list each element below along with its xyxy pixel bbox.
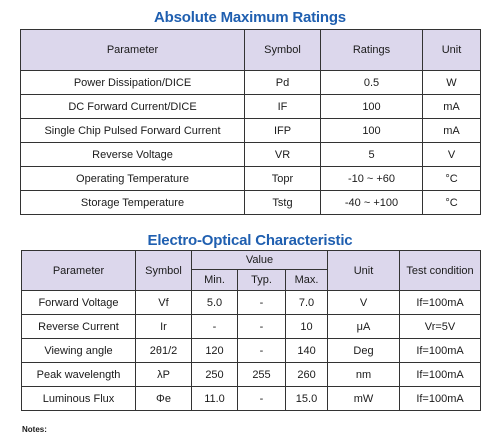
table-row: Viewing angle 2θ1/2 120 - 140 Deg If=100… [21, 338, 482, 363]
cell-ratings: -10 ~ +60 [320, 166, 423, 191]
cell-symbol: IF [244, 94, 321, 119]
header-parameter: Parameter [21, 250, 136, 291]
electro-optical-characteristic-table: Parameter Symbol Value Unit Test conditi… [21, 250, 482, 411]
table-row: Operating Temperature Topr -10 ~ +60 °C [20, 166, 481, 191]
cell-unit: Deg [327, 338, 401, 363]
header-value: Value [190, 250, 329, 270]
cell-symbol: Tstg [244, 190, 321, 215]
table-row: Power Dissipation/DICE Pd 0.5 W [20, 70, 481, 95]
cell-symbol: Pd [244, 70, 321, 95]
cell-ratings: -40 ~ +100 [320, 190, 423, 215]
cell-max: 7.0 [284, 290, 329, 315]
cell-test-condition: If=100mA [399, 338, 482, 363]
cell-symbol: IFP [244, 118, 321, 143]
cell-unit: μA [327, 314, 401, 339]
table-row: Reverse Voltage VR 5 V [20, 142, 481, 167]
cell-symbol: VR [244, 142, 321, 167]
cell-min: 120 [191, 338, 238, 363]
cell-typ: - [237, 386, 286, 411]
amr-title: Absolute Maximum Ratings [154, 9, 346, 26]
cell-unit: nm [327, 362, 401, 387]
cell-min: 250 [191, 362, 238, 387]
table-row: DC Forward Current/DICE IF 100 mA [20, 94, 481, 119]
cell-test-condition: Vr=5V [399, 314, 482, 339]
header-test-condition: Test condition [399, 250, 482, 291]
table-row: Reverse Current Ir - - 10 μA Vr=5V [21, 314, 482, 339]
cell-symbol: Vf [135, 290, 192, 315]
cell-parameter: Storage Temperature [20, 190, 245, 215]
cell-min: 5.0 [191, 290, 238, 315]
cell-typ: - [237, 290, 286, 315]
cell-typ: 255 [237, 362, 286, 387]
cell-ratings: 0.5 [320, 70, 423, 95]
header-unit: Unit [422, 29, 481, 71]
table-header-row: Parameter Symbol Value Unit Test conditi… [21, 250, 482, 291]
cell-ratings: 100 [320, 118, 423, 143]
absolute-maximum-ratings-table: Parameter Symbol Ratings Unit Power Diss… [20, 29, 481, 215]
cell-parameter: Luminous Flux [21, 386, 136, 411]
cell-unit: mW [327, 386, 401, 411]
table-row: Forward Voltage Vf 5.0 - 7.0 V If=100mA [21, 290, 482, 315]
cell-max: 15.0 [284, 386, 329, 411]
header-symbol: Symbol [135, 250, 192, 291]
header-unit: Unit [327, 250, 401, 291]
cell-parameter: DC Forward Current/DICE [20, 94, 245, 119]
cell-parameter: Forward Voltage [21, 290, 136, 315]
cell-ratings: 5 [320, 142, 423, 167]
cell-max: 140 [284, 338, 329, 363]
cell-test-condition: If=100mA [399, 386, 482, 411]
cell-symbol: 2θ1/2 [135, 338, 192, 363]
table-row: Single Chip Pulsed Forward Current IFP 1… [20, 118, 481, 143]
table-subheader-row: Min. Typ. Max. [22, 269, 481, 291]
cell-min: - [191, 314, 238, 339]
cell-max: 260 [284, 362, 329, 387]
cell-parameter: Viewing angle [21, 338, 136, 363]
cell-unit: °C [422, 166, 481, 191]
table-row: Peak wavelength λP 250 255 260 nm If=100… [21, 362, 482, 387]
table-row: Storage Temperature Tstg -40 ~ +100 °C [20, 190, 481, 215]
header-min: Min. [191, 269, 238, 291]
cell-min: 11.0 [191, 386, 238, 411]
header-ratings: Ratings [320, 29, 423, 71]
header-typ: Typ. [237, 269, 286, 291]
cell-max: 10 [284, 314, 329, 339]
cell-parameter: Operating Temperature [20, 166, 245, 191]
cell-unit: W [422, 70, 481, 95]
cell-unit: °C [422, 190, 481, 215]
cell-unit: mA [422, 94, 481, 119]
cell-test-condition: If=100mA [399, 290, 482, 315]
eoc-title: Electro-Optical Characteristic [147, 232, 353, 249]
cell-symbol: Φe [135, 386, 192, 411]
cell-parameter: Peak wavelength [21, 362, 136, 387]
notes-label: Notes: [22, 425, 47, 434]
header-max: Max. [284, 269, 329, 291]
cell-typ: - [237, 338, 286, 363]
cell-parameter: Reverse Current [21, 314, 136, 339]
cell-unit: V [422, 142, 481, 167]
cell-parameter: Single Chip Pulsed Forward Current [20, 118, 245, 143]
table-row: Luminous Flux Φe 11.0 - 15.0 mW If=100mA [21, 386, 482, 411]
header-parameter: Parameter [20, 29, 245, 71]
cell-test-condition: If=100mA [399, 362, 482, 387]
cell-unit: mA [422, 118, 481, 143]
cell-symbol: λP [135, 362, 192, 387]
cell-ratings: 100 [320, 94, 423, 119]
cell-parameter: Reverse Voltage [20, 142, 245, 167]
header-symbol: Symbol [244, 29, 321, 71]
cell-parameter: Power Dissipation/DICE [20, 70, 245, 95]
cell-symbol: Topr [244, 166, 321, 191]
table-header-row: Parameter Symbol Ratings Unit [20, 29, 481, 71]
cell-symbol: Ir [135, 314, 192, 339]
cell-typ: - [237, 314, 286, 339]
cell-unit: V [327, 290, 401, 315]
